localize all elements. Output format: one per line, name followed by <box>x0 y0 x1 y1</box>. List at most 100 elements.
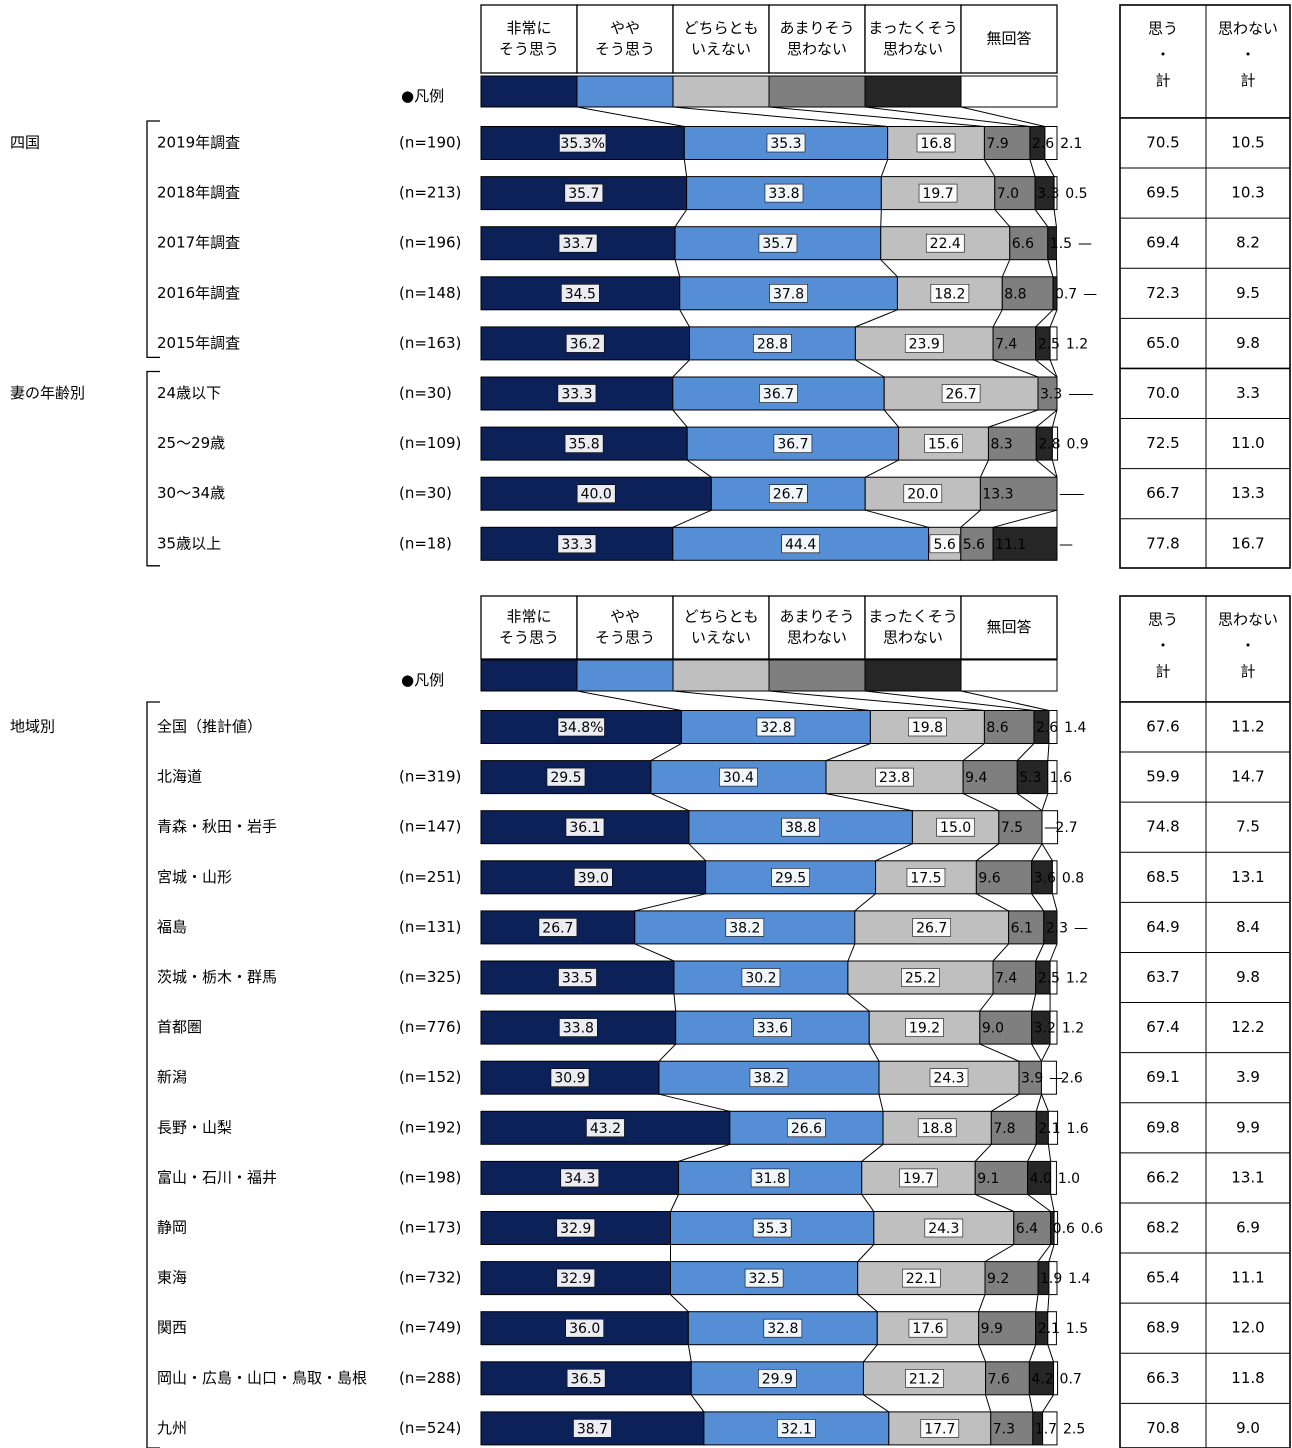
data-label: — <box>1059 487 1073 503</box>
row-label: 静岡 <box>157 1219 187 1237</box>
connector-line <box>979 459 989 478</box>
legend-header-cell <box>768 4 866 74</box>
group-bracket <box>146 701 160 1448</box>
data-label: 29.9 <box>762 1371 793 1387</box>
summary-value: 10.3 <box>1231 184 1264 202</box>
data-label: — <box>1068 387 1082 403</box>
connector-line <box>690 1394 705 1413</box>
connector-line <box>1041 1043 1051 1062</box>
bar-segment-4 <box>983 710 1035 744</box>
data-label: — <box>1083 286 1097 302</box>
summary-value: 59.9 <box>1146 768 1179 786</box>
summary-table <box>1119 595 1291 1448</box>
data-label-box <box>903 484 943 504</box>
data-label-box <box>917 1118 957 1138</box>
summary-value: 12.0 <box>1231 1319 1264 1337</box>
data-label: 3.9 <box>1021 1071 1043 1087</box>
data-label-box <box>565 1318 604 1338</box>
legend-header-label: 非常にそう思う <box>499 19 559 58</box>
summary-value: 9.9 <box>1236 1118 1260 1136</box>
summary-value: 69.1 <box>1146 1068 1179 1086</box>
row-label: 富山・石川・福井 <box>157 1168 277 1186</box>
data-label-box <box>566 1369 606 1388</box>
summary-value: 72.3 <box>1146 284 1179 302</box>
data-label: 30.2 <box>745 971 776 987</box>
data-label-box <box>763 1318 803 1338</box>
bar-segment-4 <box>994 176 1036 211</box>
connector-line <box>865 509 929 528</box>
bar-segment-2 <box>672 526 930 561</box>
legend-header-cell <box>480 595 578 660</box>
connector-line <box>678 1143 730 1162</box>
data-label-box <box>908 1318 948 1338</box>
summary-value: 69.8 <box>1146 1118 1179 1136</box>
data-label: — <box>1059 537 1073 553</box>
legend-header-cell <box>576 4 674 74</box>
connector-line <box>825 793 913 812</box>
data-label: 36.2 <box>570 336 601 352</box>
summary-value: 70.8 <box>1146 1419 1179 1437</box>
data-label: 36.7 <box>763 387 794 403</box>
data-label-box <box>756 717 796 737</box>
group-label: 地域別 <box>10 718 55 736</box>
connector-line <box>992 359 1039 378</box>
data-label-box <box>741 968 781 987</box>
connector-line <box>1035 1094 1042 1112</box>
connector-line <box>962 793 1000 812</box>
data-label-box <box>908 717 947 737</box>
data-label-box <box>941 384 981 403</box>
legend-swatch <box>576 659 674 692</box>
summary-value: 13.1 <box>1231 1168 1264 1186</box>
legend-header-cell <box>576 595 674 660</box>
connector-line <box>672 409 688 428</box>
data-label: 1.7 <box>1035 1421 1057 1437</box>
data-label-box <box>925 233 965 253</box>
connector-line <box>825 743 871 762</box>
connector-line <box>1044 159 1055 177</box>
connector-line <box>1027 1144 1037 1162</box>
summary-value: 10.5 <box>1231 134 1264 152</box>
row-n: (n=173) <box>399 1219 461 1237</box>
data-label-box <box>764 183 804 203</box>
data-label: 33.6 <box>757 1021 788 1037</box>
connector-line <box>857 1294 878 1313</box>
connector-line <box>672 690 871 711</box>
data-label-box <box>901 968 940 987</box>
summary-value: 8.4 <box>1236 918 1260 936</box>
legend-swatch <box>768 659 866 692</box>
connector-line <box>1047 1344 1055 1362</box>
data-label: 35.3 <box>770 136 801 152</box>
summary-value: 7.5 <box>1236 818 1260 836</box>
data-label: 1.5 <box>1066 1321 1088 1337</box>
data-label: 38.7 <box>577 1421 608 1437</box>
bar-segment-6 <box>1042 1411 1058 1446</box>
connector-line <box>674 209 688 227</box>
connector-line <box>672 106 888 127</box>
data-label-box <box>924 1218 964 1238</box>
connector-line <box>868 1043 880 1062</box>
bar-segment-4 <box>987 426 1037 461</box>
data-label: 43.2 <box>590 1121 621 1137</box>
bar-segment-4 <box>992 960 1037 995</box>
data-label: 19.8 <box>912 720 943 736</box>
connector-line <box>673 993 677 1012</box>
data-label: 9.9 <box>981 1321 1003 1337</box>
data-label: 38.8 <box>785 820 816 836</box>
connector-line <box>768 106 985 127</box>
legend-header-label: ややそう思う <box>595 608 655 647</box>
data-label: 26.7 <box>773 487 804 503</box>
data-label: 3.2 <box>1034 1021 1056 1037</box>
data-label-box <box>558 233 598 253</box>
data-label-box <box>750 1168 790 1188</box>
bar-segment-4 <box>992 326 1037 361</box>
data-label-box <box>753 334 792 353</box>
legend-header-cell <box>960 595 1058 660</box>
data-label: 2.1 <box>1038 1121 1060 1137</box>
connector-line <box>1048 1244 1055 1262</box>
summary-value: 77.8 <box>1146 534 1179 552</box>
data-label: 3.3 <box>1040 387 1062 403</box>
row-n: (n=319) <box>399 768 461 786</box>
summary-value: 13.1 <box>1231 868 1264 886</box>
data-label: 21.2 <box>909 1371 940 1387</box>
row-label: 25〜29歳 <box>157 434 225 452</box>
